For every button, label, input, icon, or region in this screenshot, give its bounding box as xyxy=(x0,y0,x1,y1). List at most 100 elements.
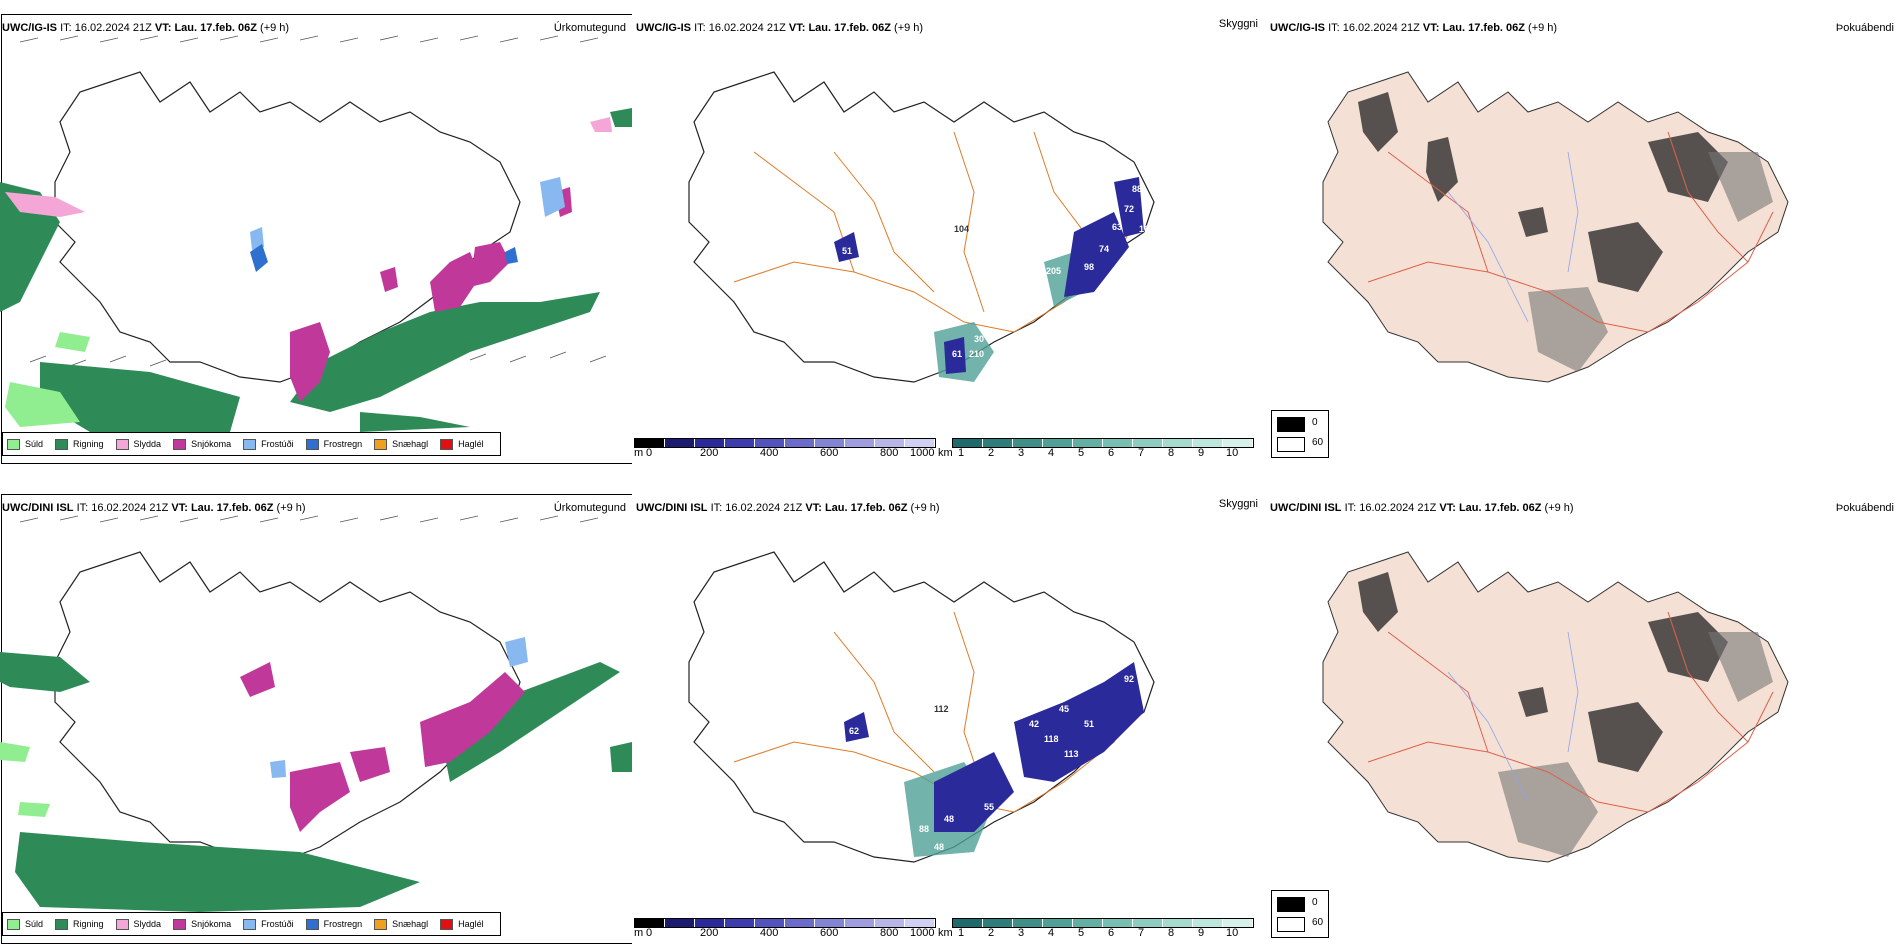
vis-value: 98 xyxy=(1084,262,1094,272)
model-name: UWC/DINI ISL xyxy=(1270,502,1342,514)
km-tick: 7 xyxy=(1138,927,1145,939)
legend-item: Snæhagl xyxy=(374,918,428,930)
road-network xyxy=(1367,131,1774,333)
legend-label: 0 xyxy=(1312,417,1318,428)
legend-item: Haglél xyxy=(440,918,484,930)
legend-item: Rigning xyxy=(55,918,104,930)
vt-value: Lau. 17.feb. 06Z xyxy=(1458,502,1542,514)
m-tick: 600 xyxy=(820,927,839,939)
fog-map xyxy=(1322,71,1789,383)
legend-swatch xyxy=(55,918,69,930)
km-tick: 5 xyxy=(1078,927,1085,939)
fog-grey-patches xyxy=(1528,152,1773,372)
legend-swatch xyxy=(173,918,187,930)
km-tick: 10 xyxy=(1226,447,1239,459)
legend-item: Frostregn xyxy=(305,438,363,450)
freezing-drizzle-areas xyxy=(270,637,528,778)
road-network xyxy=(1367,611,1774,813)
it-label: IT: xyxy=(1344,502,1357,514)
legend-swatch xyxy=(243,918,257,930)
legend-label: Frostregn xyxy=(323,919,363,929)
legend-label: 60 xyxy=(1312,917,1324,928)
km-tick: 6 xyxy=(1108,927,1115,939)
fog-panel: UWC/IG-IS IT: 16.02.2024 21Z VT: Lau. 17… xyxy=(1268,0,1900,470)
vis-value: 51 xyxy=(842,246,852,256)
vis-value: 61 xyxy=(952,349,962,359)
legend-swatch xyxy=(440,438,454,450)
precip-type-panel: UWC/IG-IS IT: 16.02.2024 21Z VT: Lau. 17… xyxy=(0,0,632,470)
km-tick: 8 xyxy=(1168,927,1175,939)
legend-label: Frostúði xyxy=(261,439,294,449)
legend-label: Rigning xyxy=(73,439,104,449)
legend-swatch xyxy=(374,918,388,930)
m-tick: 200 xyxy=(700,927,719,939)
vt-label: VT: xyxy=(1422,22,1440,34)
legend-swatch xyxy=(243,438,257,450)
it-value: 16.02.2024 21Z xyxy=(91,502,169,514)
fog-panel: UWC/DINI ISL IT: 16.02.2024 21Z VT: Lau.… xyxy=(1268,480,1900,950)
drizzle-areas xyxy=(5,332,90,427)
km-tick: 1 xyxy=(958,927,965,939)
it-label: IT: xyxy=(1328,22,1340,34)
vt-label: VT: xyxy=(788,22,806,34)
m-tick: 0 xyxy=(646,927,653,939)
legend-label: Súld xyxy=(25,919,44,929)
forecast-row-ig-is: UWC/IG-IS IT: 16.02.2024 21Z VT: Lau. 17… xyxy=(0,0,1900,470)
lead-time: (+9 h) xyxy=(260,22,290,34)
vis-value: 92 xyxy=(1124,674,1134,684)
panel-title: Þokuábendi xyxy=(1835,22,1894,34)
it-label: IT: xyxy=(694,22,706,34)
vt-label: VT: xyxy=(171,502,188,514)
freezing-rain-areas xyxy=(250,244,518,272)
rain-areas xyxy=(0,652,632,912)
legend-item: Súld xyxy=(7,918,44,930)
legend-item: Snæhagl xyxy=(374,438,428,450)
it-label: IT: xyxy=(60,22,72,34)
km-tick: 7 xyxy=(1138,447,1145,459)
legend-item: Snjókoma xyxy=(173,918,231,930)
low-vis-m-areas xyxy=(834,177,1144,374)
lead-time: (+9 h) xyxy=(276,502,306,514)
vt-value: Lau. 17.feb. 06Z xyxy=(824,502,908,514)
km-tick: 8 xyxy=(1168,447,1175,459)
vis-value: 7 xyxy=(956,379,961,389)
legend-item: Slydda xyxy=(115,438,162,450)
vt-label: VT: xyxy=(805,502,822,514)
km-tick: 3 xyxy=(1018,927,1025,939)
cloud-visibility-panel: UWC/DINI ISL IT: 16.02.2024 21Z VT: Lau.… xyxy=(634,480,1266,950)
fog-grey-patches xyxy=(1498,632,1773,857)
legend-item: Frostregn xyxy=(305,918,363,930)
model-name: UWC/IG-IS xyxy=(636,22,691,34)
vis-value: 63 xyxy=(1112,222,1122,232)
legend-item: Snjókoma xyxy=(173,438,231,450)
lead-time: (+9 h) xyxy=(910,502,940,514)
cloud-visibility-panel: UWC/IG-IS IT: 16.02.2024 21Z VT: Lau. 17… xyxy=(634,0,1266,470)
m-tick: 0 xyxy=(646,447,653,459)
it-value: 16.02.2024 21Z xyxy=(1342,22,1420,34)
vis-value: 87 xyxy=(1064,314,1074,324)
legend-item: Frostúði xyxy=(243,918,294,930)
legend-label: Slydda xyxy=(133,439,162,449)
km-tick: 3 xyxy=(1018,447,1025,459)
legend-swatch xyxy=(115,438,129,450)
m-tick: 400 xyxy=(760,927,779,939)
lead-time: (+9 h) xyxy=(1528,22,1558,34)
km-unit: km xyxy=(938,447,953,459)
fog-map xyxy=(1322,551,1789,863)
visibility-map: 51 104 205 98 87 74 63 72 88 161 61 210 … xyxy=(688,71,1155,389)
fog-dark-patches xyxy=(1358,572,1728,772)
m-tick: 600 xyxy=(820,447,839,459)
visibility-map: 62 112 118 113 51 55 48 88 48 42 92 45 xyxy=(688,551,1155,863)
precip-type-map xyxy=(0,35,632,432)
vt-value: Lau. 17.feb. 06Z xyxy=(1442,22,1525,34)
legend-swatch xyxy=(374,438,388,450)
panel-header: UWC/DINI ISL IT: 16.02.2024 21Z VT: Lau.… xyxy=(2,502,306,514)
legend-item: Rigning xyxy=(55,438,104,450)
vt-value: Lau. 17.feb. 06Z xyxy=(190,502,274,514)
meters-colorbar xyxy=(634,918,936,928)
it-value: 16.02.2024 21Z xyxy=(708,22,786,34)
precip-type-legend: Súld Rigning Slydda Snjókoma Frostúði Fr… xyxy=(2,912,501,936)
river-network xyxy=(1447,151,1579,323)
drizzle-areas xyxy=(0,742,50,817)
legend-label: Frostregn xyxy=(323,439,363,449)
